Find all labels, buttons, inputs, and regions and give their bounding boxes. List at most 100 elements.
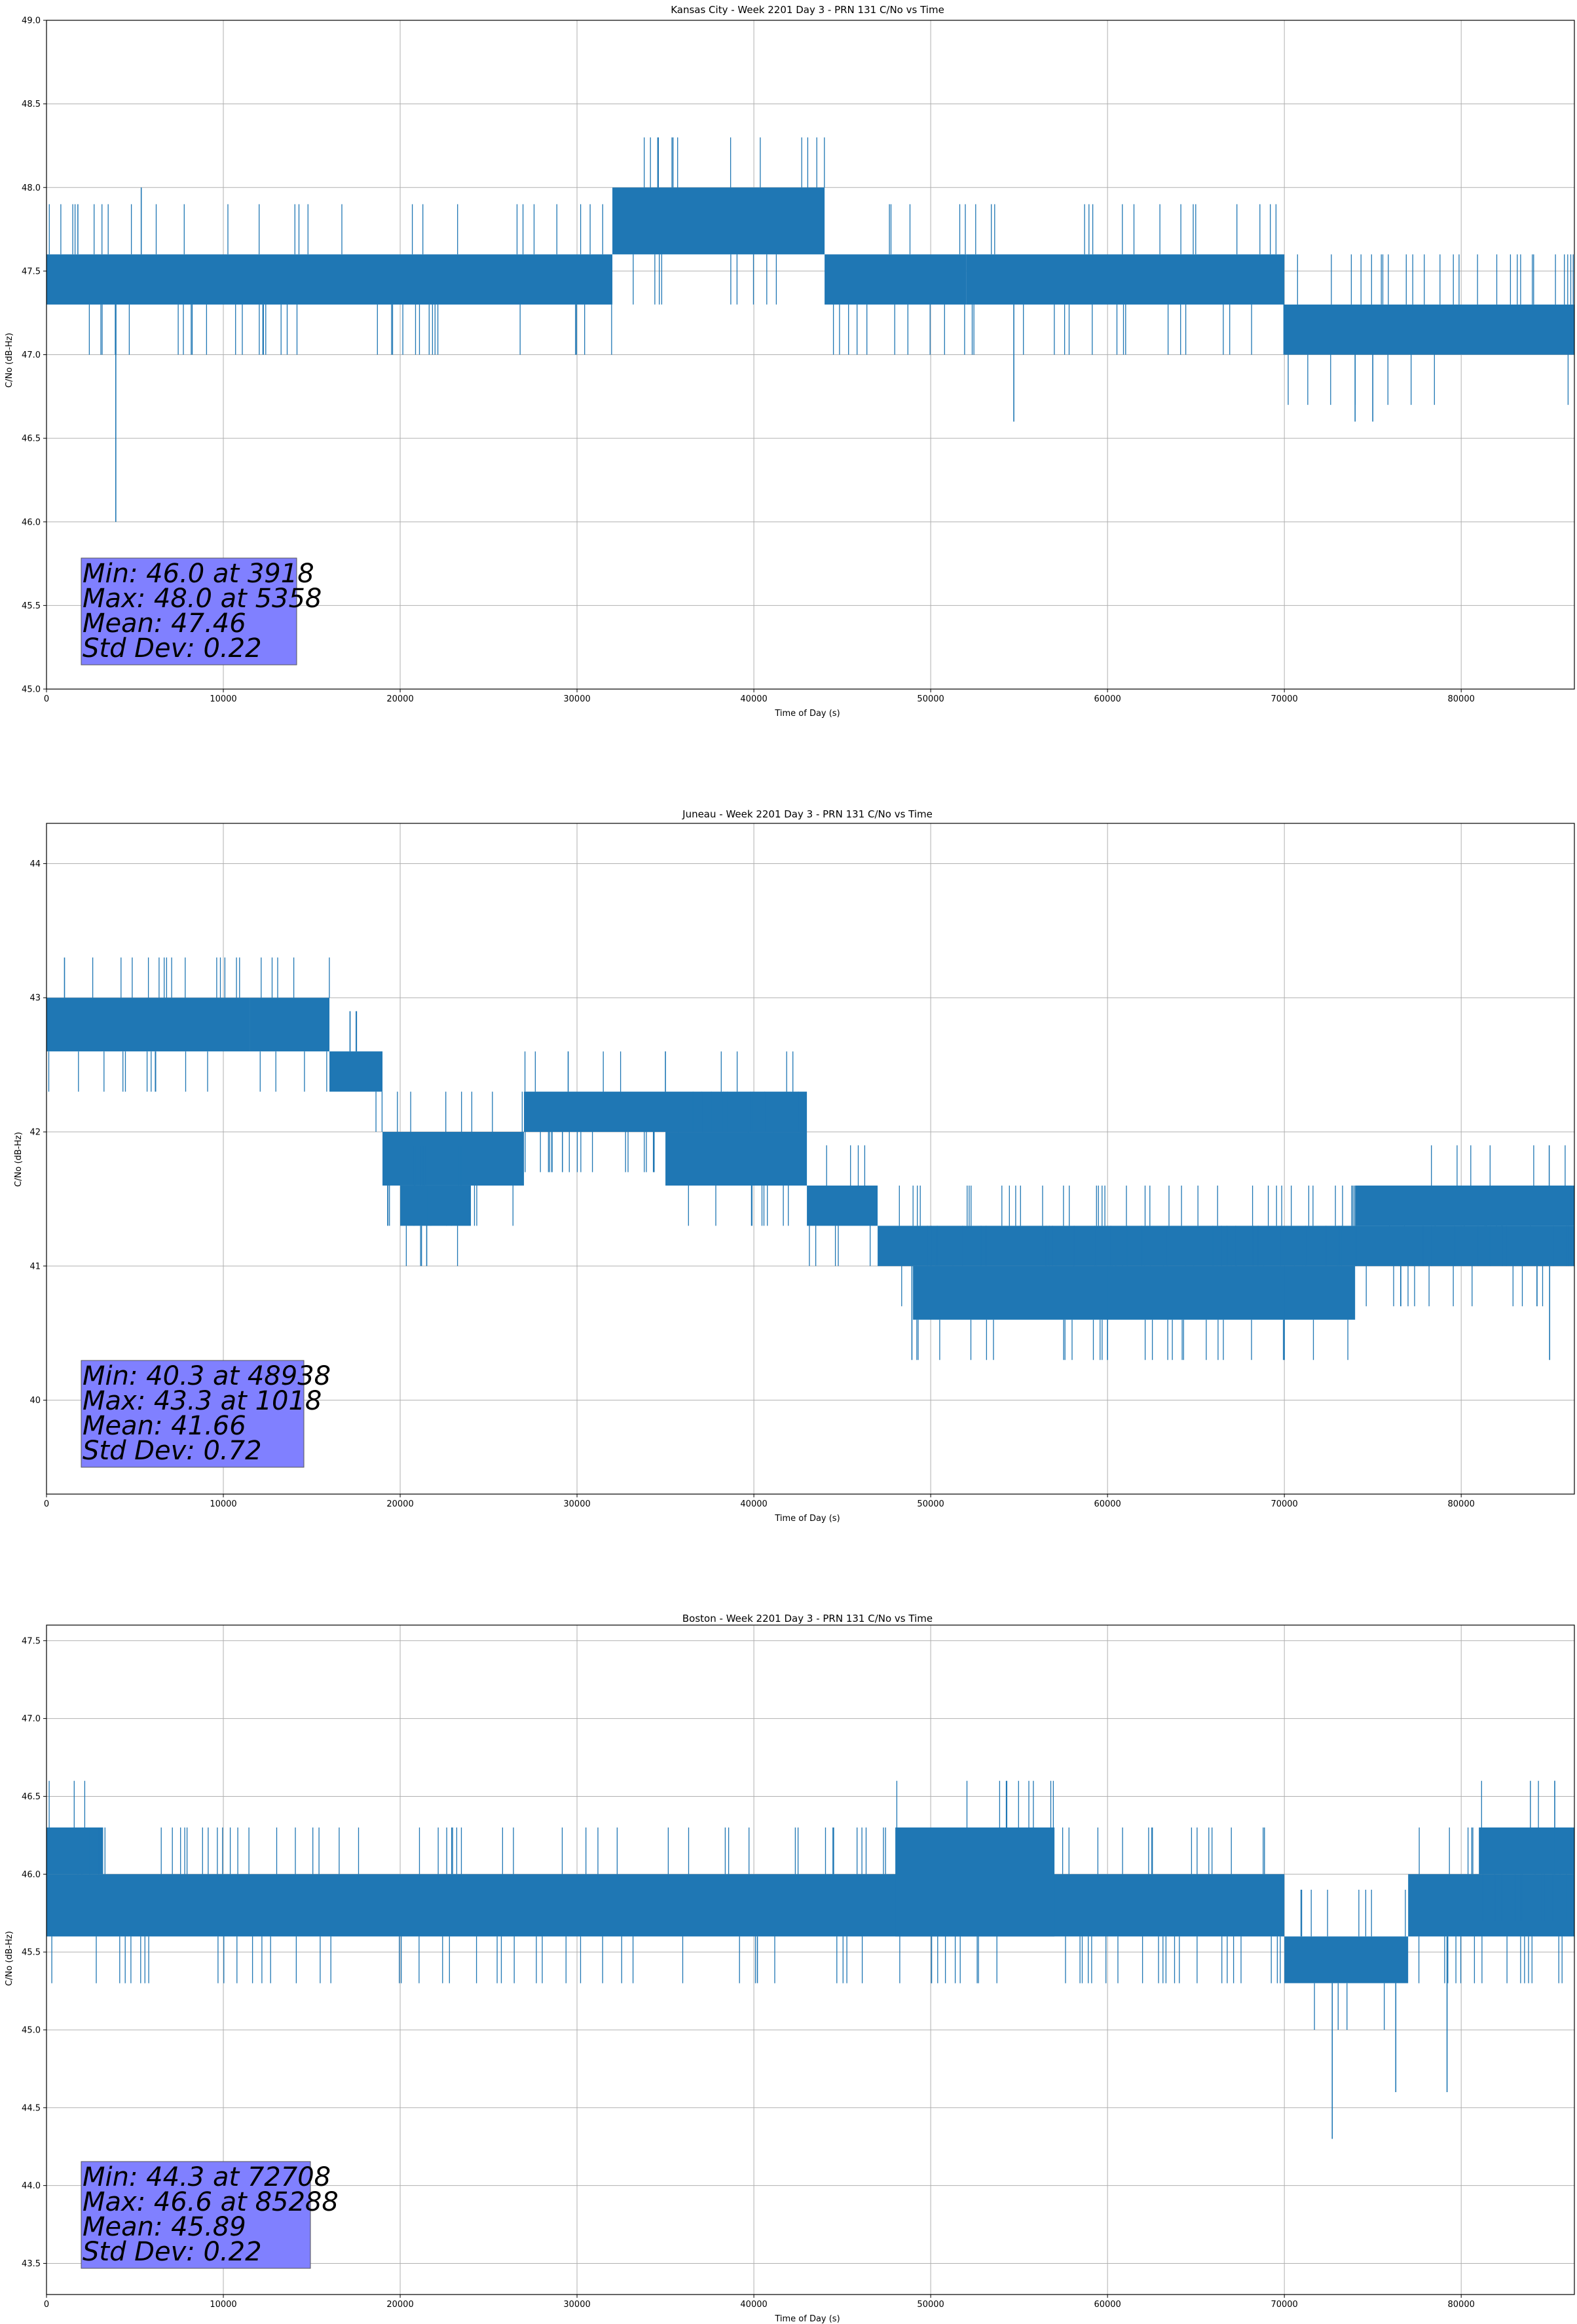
series-band [524, 1091, 807, 1133]
x-tick-label: 40000 [740, 1499, 767, 1509]
y-axis-label: C/No (dB-Hz) [5, 1931, 14, 1986]
series-band [612, 187, 825, 255]
x-axis-label: Time of Day (s) [774, 709, 840, 719]
y-tick-label: 42 [29, 1128, 41, 1138]
y-tick-label: 44.0 [22, 2181, 41, 2191]
series-band [665, 1132, 807, 1186]
data-series [46, 957, 1574, 1360]
y-tick-label: 49.0 [22, 16, 41, 26]
x-tick-label: 60000 [1094, 1499, 1121, 1509]
x-tick-label: 60000 [1094, 694, 1121, 704]
series-spikes [1481, 1780, 1574, 1921]
series-spikes [688, 1091, 799, 1226]
y-tick-label: 46.5 [22, 434, 41, 444]
stats-min: Min: 40.3 at 48938 [83, 1361, 331, 1391]
y-tick-label: 46.0 [22, 517, 41, 527]
y-tick-label: 46.5 [22, 1792, 41, 1802]
x-tick-label: 0 [44, 1499, 49, 1509]
plot-frame [46, 823, 1575, 1495]
series-band [329, 1051, 383, 1092]
x-tick-label: 10000 [210, 2300, 236, 2310]
series-band [1408, 1874, 1574, 1937]
x-tick-label: 60000 [1094, 2300, 1121, 2310]
y-tick-label: 47.0 [22, 1714, 41, 1724]
stats-max: Max: 48.0 at 5358 [83, 584, 322, 614]
y-tick-label: 43.5 [22, 2259, 41, 2269]
y-tick-label: 44 [29, 859, 41, 869]
stats-std: Std Dev: 0.72 [83, 1436, 262, 1466]
chart-title: Juneau - Week 2201 Day 3 - PRN 131 C/No … [682, 808, 933, 820]
x-tick-label: 70000 [1271, 694, 1297, 704]
series-band [966, 254, 1285, 305]
data-series [46, 1780, 1574, 2139]
x-tick-label: 50000 [917, 1499, 944, 1509]
series-spikes [259, 957, 330, 1092]
y-tick-label: 48.5 [22, 100, 41, 109]
x-axis-ticks: 0 10000 20000 30000 40000 50000 60000 70000 8000… [44, 1494, 1475, 1509]
chart-boston: Boston - Week 2201 Day 3 - PRN 131 C/No … [5, 1613, 1575, 2324]
y-tick-label: 48.0 [22, 183, 41, 193]
y-axis-ticks: 45.0 45.5 46.0 46.5 47.0 47.5 48.0 48.5 49.0 [22, 16, 46, 695]
y-tick-label: 47.5 [22, 1636, 41, 1646]
series-spikes [633, 137, 825, 305]
x-axis-label: Time of Day (s) [774, 2314, 840, 2324]
series-spikes [405, 1145, 462, 1266]
y-axis-label: C/No (dB-Hz) [14, 1132, 24, 1187]
series-spikes [1300, 1890, 1406, 2030]
series-spikes [48, 957, 240, 1092]
stats-box: Min: 40.3 at 48938 Max: 43.3 at 1018 Mea… [81, 1360, 331, 1468]
y-tick-label: 40 [29, 1396, 41, 1406]
stats-box-background [81, 2161, 311, 2269]
x-axis-ticks: 0 10000 20000 30000 40000 50000 60000 70000 8000… [44, 2295, 1475, 2310]
stats-std: Std Dev: 0.22 [83, 2237, 262, 2267]
series-band [46, 1874, 1285, 1937]
series-spikes [48, 204, 612, 355]
series-spikes [971, 204, 1285, 355]
data-series [46, 137, 1574, 522]
x-tick-label: 30000 [563, 2300, 590, 2310]
stats-mean: Mean: 45.89 [83, 2212, 246, 2242]
x-tick-label: 80000 [1448, 694, 1475, 704]
stats-min: Min: 44.3 at 72708 [83, 2162, 331, 2192]
series-band [1479, 1827, 1574, 1875]
series-band [250, 998, 330, 1052]
y-tick-label: 44.5 [22, 2103, 41, 2113]
y-tick-label: 45.5 [22, 1948, 41, 1958]
series-spikes [48, 1780, 86, 1921]
stats-max: Max: 43.3 at 1018 [83, 1386, 322, 1416]
chart-title: Boston - Week 2201 Day 3 - PRN 131 C/No … [682, 1613, 933, 1624]
stats-box: Min: 46.0 at 3918 Max: 48.0 at 5358 Mean… [81, 557, 322, 665]
x-axis-label: Time of Day (s) [774, 1514, 840, 1524]
x-tick-label: 20000 [386, 2300, 413, 2310]
series-spikes [1355, 1145, 1569, 1266]
y-axis-ticks: 43.5 44.0 44.5 45.0 45.5 46.0 46.5 47.0 47.5 [22, 1636, 46, 2269]
y-tick-label: 45.0 [22, 685, 41, 695]
x-tick-label: 10000 [210, 1499, 236, 1509]
series-band [1284, 1936, 1409, 1983]
x-tick-label: 10000 [210, 694, 236, 704]
series-band [825, 254, 967, 305]
x-tick-label: 0 [44, 2300, 49, 2310]
y-axis-label: C/No (dB-Hz) [5, 333, 14, 388]
series-band [46, 1827, 103, 1875]
series-spikes [896, 1780, 1054, 1983]
y-tick-label: 45.0 [22, 2025, 41, 2035]
y-tick-label: 46.0 [22, 1870, 41, 1880]
x-tick-label: 20000 [386, 694, 413, 704]
stats-max: Max: 46.6 at 85288 [83, 2187, 339, 2217]
x-tick-label: 50000 [917, 2300, 944, 2310]
series-spikes [809, 1145, 871, 1266]
x-tick-label: 70000 [1271, 1499, 1297, 1509]
series-band [913, 1265, 1356, 1320]
y-tick-label: 45.5 [22, 601, 41, 611]
chart-title: Kansas City - Week 2201 Day 3 - PRN 131 … [671, 4, 944, 16]
y-tick-label: 41 [29, 1262, 41, 1271]
x-tick-label: 80000 [1448, 1499, 1475, 1509]
x-tick-label: 80000 [1448, 2300, 1475, 2310]
series-spikes [916, 1226, 1348, 1360]
series-band [382, 1132, 525, 1186]
plot-frame [46, 1624, 1575, 2295]
y-tick-label: 47.0 [22, 350, 41, 360]
series-band [400, 1185, 472, 1226]
